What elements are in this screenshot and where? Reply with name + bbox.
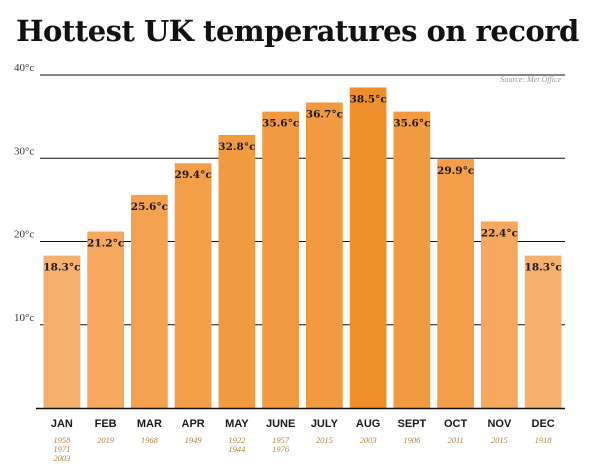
bar-dec (524, 255, 562, 408)
y-tick-label: 30°c (14, 145, 34, 157)
record-year: 1971 (53, 444, 70, 454)
record-year: 1906 (403, 435, 421, 445)
y-tick-label: 40°c (14, 62, 34, 74)
bar-oct (437, 159, 474, 408)
record-year: 2019 (97, 435, 115, 445)
record-year: 2003 (53, 453, 70, 463)
bar-july (306, 102, 343, 408)
value-label: 36.7°c (306, 108, 343, 120)
value-label: 35.6°c (262, 118, 299, 130)
bar-sept (393, 111, 431, 408)
chart-title: Hottest UK temperatures on record (16, 14, 579, 48)
y-tick-label: 10°c (14, 312, 34, 324)
x-tick-label: MAR (137, 418, 162, 430)
bar-mar (131, 194, 168, 408)
bar-feb (87, 231, 124, 408)
value-label: 29.4°c (175, 169, 212, 181)
x-tick-label: APR (182, 418, 205, 430)
source-note: Source: Met Office (500, 75, 561, 84)
bar-apr (174, 163, 212, 408)
record-year: 1968 (141, 435, 159, 445)
x-tick-label: SEPT (398, 418, 427, 430)
bar-june (262, 111, 299, 408)
x-tick-label: JAN (51, 418, 73, 430)
value-label: 38.5°c (350, 93, 387, 105)
value-label: 18.3°c (525, 262, 562, 274)
record-year: 2003 (360, 435, 377, 445)
record-year: 1976 (272, 444, 290, 454)
record-year: 1922 (228, 435, 246, 445)
x-tick-label: JUNE (266, 418, 295, 430)
value-label: 18.3°c (43, 262, 80, 274)
record-year: 2011 (447, 435, 463, 445)
record-year: 1949 (185, 435, 203, 445)
x-tick-label: NOV (487, 418, 512, 430)
bar-jan (43, 255, 81, 408)
x-tick-label: DEC (532, 418, 555, 430)
record-year: 2015 (491, 435, 508, 445)
x-tick-label: OCT (444, 418, 468, 430)
value-label: 29.9°c (437, 165, 474, 177)
bar-nov (481, 221, 518, 408)
y-tick-label: 20°c (14, 229, 34, 241)
value-label: 35.6°c (393, 118, 430, 130)
x-tick-label: AUG (356, 418, 380, 430)
value-label: 22.4°c (481, 228, 518, 240)
x-tick-label: FEB (95, 418, 117, 430)
x-tick-label: JULY (311, 418, 339, 430)
value-label: 25.6°c (131, 201, 168, 213)
record-year: 2015 (316, 435, 333, 445)
value-label: 21.2°c (87, 238, 124, 250)
value-label: 32.8°c (218, 141, 255, 153)
record-year: 1918 (535, 435, 553, 445)
record-year: 1958 (53, 435, 71, 445)
x-tick-label: MAY (225, 418, 249, 430)
record-year: 1944 (228, 444, 246, 454)
bar-aug (349, 87, 387, 409)
record-year: 1957 (272, 435, 290, 445)
bar-may (218, 134, 256, 408)
